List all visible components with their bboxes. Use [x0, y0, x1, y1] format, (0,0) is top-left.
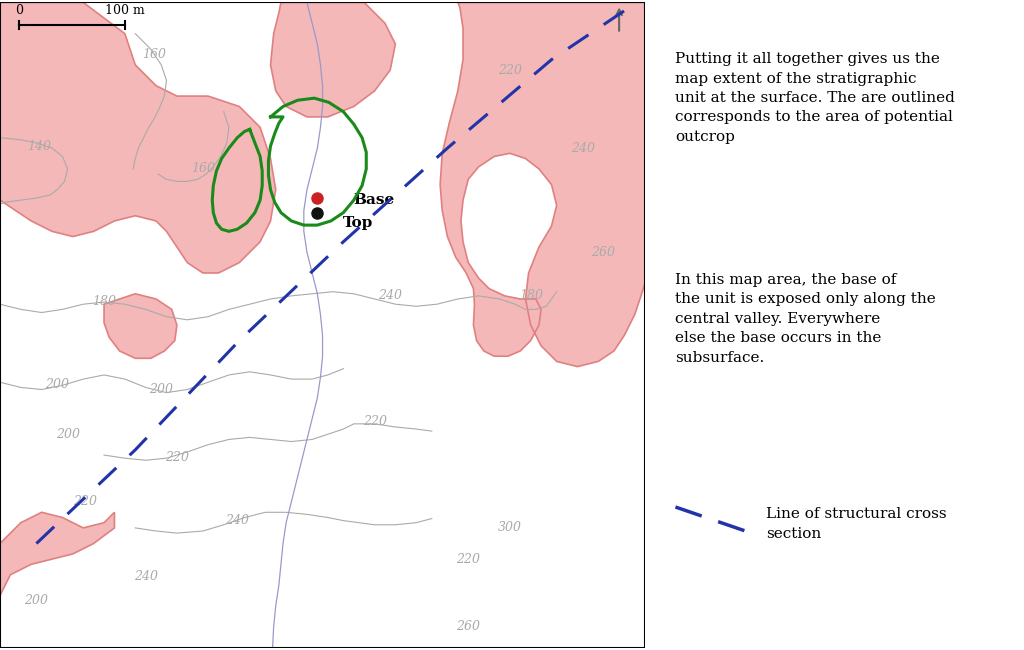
Text: 200: 200 — [25, 594, 48, 607]
Text: 220: 220 — [362, 415, 387, 428]
Text: 200: 200 — [55, 428, 80, 441]
Text: 240: 240 — [225, 514, 249, 527]
Polygon shape — [270, 3, 395, 117]
Text: 180: 180 — [92, 294, 116, 307]
Text: 240: 240 — [570, 142, 595, 155]
Text: 140: 140 — [28, 140, 51, 153]
Text: Line of structural cross
section: Line of structural cross section — [766, 507, 947, 541]
Text: 220: 220 — [457, 552, 480, 566]
Text: 240: 240 — [378, 289, 402, 302]
Text: 200: 200 — [45, 378, 70, 391]
Text: 160: 160 — [142, 48, 166, 61]
Text: Top: Top — [343, 216, 374, 230]
Text: 220: 220 — [165, 450, 188, 463]
Text: In this map area, the base of
the unit is exposed only along the
central valley.: In this map area, the base of the unit i… — [676, 273, 936, 365]
Text: 100 m: 100 m — [105, 4, 144, 17]
Text: 180: 180 — [519, 289, 543, 302]
Text: 220: 220 — [498, 64, 522, 77]
Text: 260: 260 — [592, 246, 615, 259]
Text: Base: Base — [353, 193, 395, 207]
Text: 0: 0 — [14, 4, 23, 17]
Text: 300: 300 — [498, 521, 522, 534]
Polygon shape — [0, 512, 115, 647]
Polygon shape — [104, 294, 177, 358]
Polygon shape — [0, 3, 275, 273]
Text: 260: 260 — [457, 620, 480, 633]
Text: 200: 200 — [150, 383, 173, 396]
Text: 220: 220 — [74, 495, 97, 508]
Text: Putting it all together gives us the
map extent of the stratigraphic
unit at the: Putting it all together gives us the map… — [676, 52, 955, 144]
Polygon shape — [440, 3, 645, 367]
Text: 240: 240 — [134, 570, 158, 583]
Text: 160: 160 — [190, 162, 215, 176]
